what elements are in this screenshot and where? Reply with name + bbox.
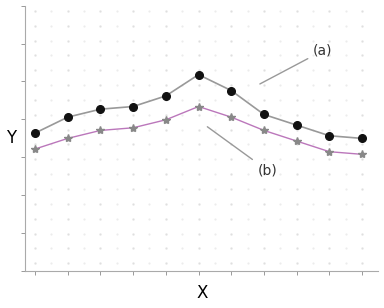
Y-axis label: Y: Y <box>5 129 16 148</box>
Text: (a): (a) <box>260 44 333 84</box>
Text: (b): (b) <box>207 127 277 177</box>
X-axis label: X: X <box>196 285 207 302</box>
